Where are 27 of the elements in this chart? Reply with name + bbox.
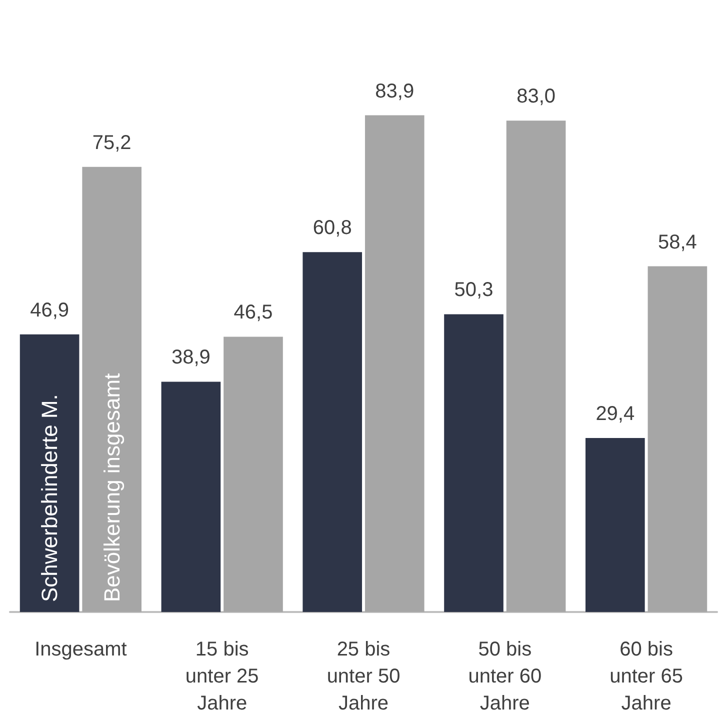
data-label: 83,0	[516, 86, 556, 108]
bar	[224, 336, 283, 612]
bar	[161, 382, 221, 612]
bar	[364, 115, 424, 612]
data-label: 46,5	[234, 302, 273, 324]
x-tick-label: 50 bis unter 60 Jahre	[468, 638, 542, 714]
x-tick-label: Insgesamt	[34, 638, 128, 660]
bar	[506, 120, 566, 612]
x-tick-label: 15 bis unter 25 Jahre	[185, 638, 259, 714]
bar	[20, 334, 80, 612]
bar	[444, 314, 504, 612]
data-label: 50,3	[454, 279, 494, 302]
series-label: Schwerbehinderte M.	[37, 394, 62, 602]
data-label: 60,8	[312, 217, 352, 240]
data-label: 75,2	[92, 132, 132, 154]
data-label: 38,9	[171, 346, 210, 369]
bar	[302, 252, 362, 612]
series-label: Bevölkerung insgesamt	[99, 373, 124, 602]
bar	[82, 166, 142, 612]
bar	[648, 266, 708, 612]
data-label: 83,9	[375, 80, 414, 102]
data-label: 58,4	[658, 231, 697, 254]
x-tick-label: 60 bis unter 65 Jahre	[610, 638, 683, 714]
data-label: 29,4	[596, 402, 635, 425]
x-tick-label: 25 bis unter 50 Jahre	[326, 638, 400, 714]
data-label: 46,9	[30, 299, 70, 322]
bar	[586, 438, 645, 612]
